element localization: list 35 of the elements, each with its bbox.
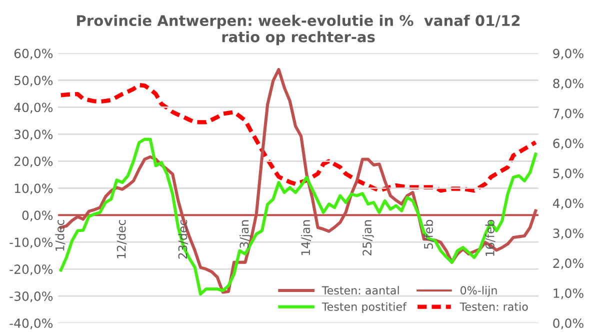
chart-title: Provincie Antwerpen: week-evolutie in % vanaf 01/12 ratio op rechter-as <box>77 14 520 46</box>
y-tick-label: 60,0% <box>14 48 53 60</box>
y2-tick-label: 1,0% <box>554 288 584 300</box>
legend-label: 0%-lijn <box>460 286 497 297</box>
x-tick-label: 12/dec <box>116 220 127 258</box>
y-tick-label: 50,0% <box>14 76 53 86</box>
y2-tick-label: 7,0% <box>553 108 584 120</box>
y-tick-label: 20,0% <box>14 156 53 168</box>
y2-tick-label: 9,0% <box>553 48 584 60</box>
y-tick-label: -40,0% <box>10 318 53 330</box>
legend-label: Testen: aantal <box>322 286 399 295</box>
x-tick-label: 23/dec <box>178 220 188 259</box>
legend-label: Testen postitief <box>322 302 407 314</box>
y2-tick-label: 3,0% <box>553 228 584 240</box>
x-tick-label: 5/feb <box>424 220 434 249</box>
y-tick-label: 30,0% <box>14 130 53 140</box>
x-tick-label: 1/dec <box>55 220 66 251</box>
y2-tick-label: 0,0% <box>553 318 584 330</box>
y-tick-label: -20,0% <box>10 264 53 276</box>
y2-tick-label: 4,0% <box>552 198 584 210</box>
y2-tick-label: 8,0% <box>553 78 584 90</box>
line-series <box>58 82 538 193</box>
y-tick-label: -10,0% <box>10 238 53 248</box>
y2-tick-label: 6,0% <box>553 138 584 150</box>
y2-tick-label: 2,0% <box>553 258 584 270</box>
y-tick-label: 40,0% <box>14 102 53 114</box>
legend-label: Testen: ratio <box>460 302 528 311</box>
x-tick-label: 14/jan <box>300 220 312 255</box>
y-tick-label: 10,0% <box>14 184 53 194</box>
y-tick-label: 0,0% <box>22 210 53 222</box>
x-tick-label: 16/feb <box>485 220 496 256</box>
x-tick-label: 3/jan <box>240 220 251 248</box>
x-tick-label: 25/jan <box>362 220 374 256</box>
y-tick-label: -30,0% <box>10 292 53 302</box>
y2-tick-label: 5,0% <box>553 168 584 180</box>
